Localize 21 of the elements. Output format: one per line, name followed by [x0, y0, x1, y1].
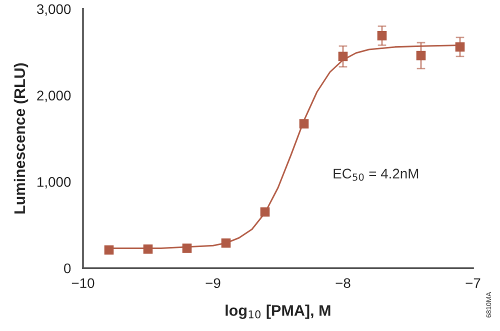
- y-tick-label: 3,000: [36, 4, 71, 16]
- point: [260, 207, 270, 217]
- x-tick-label: −7: [466, 278, 480, 288]
- annotation: EC$_{50}$ = 4.2nM: [334, 168, 418, 181]
- y-tick-label: 1,000: [38, 177, 71, 189]
- point: [221, 238, 231, 248]
- y-axis-title: Luminescence (RLU): [14, 63, 28, 214]
- y-tick-label: 2,000: [37, 90, 71, 102]
- point: [377, 31, 387, 40]
- point: [416, 50, 426, 60]
- point: [338, 52, 348, 62]
- x-tick-label: −10: [72, 278, 94, 288]
- point: [299, 119, 309, 128]
- y-tick-label: 0: [64, 263, 71, 274]
- x-tick-label: −9: [206, 278, 220, 288]
- point: [182, 244, 192, 253]
- point: [104, 245, 114, 255]
- x-axis-title: log$_{10}$ [PMA], M: [226, 304, 330, 319]
- point: [143, 244, 153, 254]
- point: [455, 42, 465, 52]
- x-tick-label: −8: [336, 278, 350, 288]
